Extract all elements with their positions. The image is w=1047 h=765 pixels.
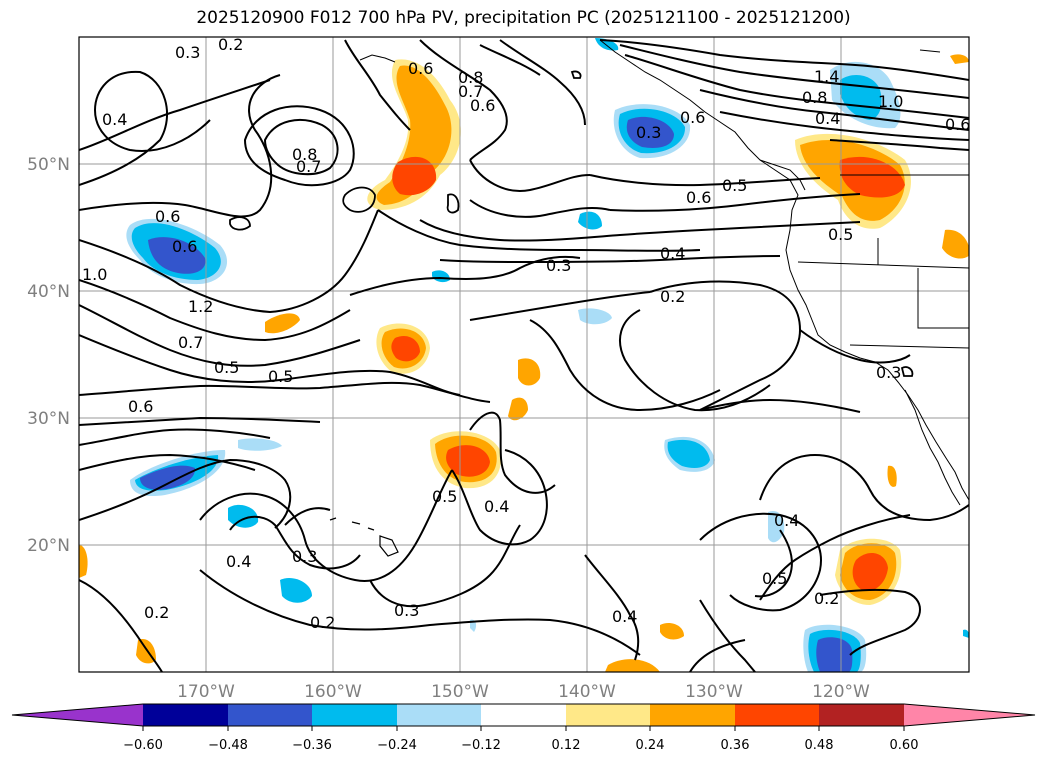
- contour-label: 0.6: [172, 237, 197, 256]
- contour-label: 1.0: [878, 92, 903, 111]
- contour-label: 0.2: [814, 589, 839, 608]
- lon-label-120w: 120°W: [812, 682, 870, 702]
- lat-label-50n: 50°N: [27, 155, 70, 175]
- colorbar-segment: [143, 704, 228, 726]
- contour-label: 0.4: [815, 109, 840, 128]
- contour-label: 1.4: [814, 67, 839, 86]
- contour-label: 0.6: [686, 188, 711, 207]
- colorbar-segment: [228, 704, 312, 726]
- colorbar-tick-label: −0.36: [292, 738, 332, 753]
- colorbar-tick-label: 0.48: [805, 738, 834, 753]
- contour-label: 0.6: [680, 108, 705, 127]
- colorbar-segment: [650, 704, 735, 726]
- contour-label: 0.3: [394, 601, 419, 620]
- contour-label: 0.6: [945, 115, 970, 134]
- contour-label: 0.7: [458, 82, 483, 101]
- colorbar-tick-label: 0.60: [890, 738, 919, 753]
- contour-label: 0.4: [226, 552, 251, 571]
- contour-label: 0.6: [128, 397, 153, 416]
- small-pv-closed-contours: [229, 70, 914, 377]
- contour-label: 0.4: [660, 244, 685, 263]
- map-frame: [78, 36, 970, 673]
- colorbar-segment: [312, 704, 397, 726]
- lon-label-140w: 140°W: [558, 682, 616, 702]
- contour-label: 0.2: [660, 287, 685, 306]
- contour-label: 0.6: [408, 59, 433, 78]
- longitude-labels: 170°W 160°W 150°W 140°W 130°W 120°W: [177, 682, 870, 702]
- colorbar-segment: [397, 704, 481, 726]
- contour-labels: 0.3 0.2 0.6 0.8 0.7 0.6 1.4 0.8 1.0 0.4 …: [82, 35, 970, 632]
- map-title: 2025120900 F012 700 hPa PV, precipitatio…: [196, 8, 851, 28]
- pv-contours: [79, 39, 969, 672]
- contour-label: 1.0: [82, 265, 107, 284]
- coastlines: [359, 39, 969, 506]
- latitude-labels: 50°N 40°N 30°N 20°N: [27, 155, 70, 556]
- colorbar: −0.60 −0.48 −0.36 −0.24 −0.12 0.12 0.24 …: [11, 703, 1036, 753]
- contour-label: 0.5: [722, 176, 747, 195]
- contour-label: 0.5: [214, 358, 239, 377]
- colorbar-segment: [819, 704, 904, 726]
- colorbar-tick-label: −0.48: [208, 738, 248, 753]
- contour-label: 0.8: [292, 145, 317, 164]
- contour-label: 0.6: [470, 96, 495, 115]
- contour-label: 0.2: [144, 603, 169, 622]
- contour-label: 0.4: [484, 497, 509, 516]
- contour-label: 0.5: [762, 569, 787, 588]
- contour-label: 0.5: [432, 487, 457, 506]
- precip-anomaly-shading: [79, 38, 969, 672]
- lat-label-30n: 30°N: [27, 409, 70, 429]
- contour-label: 0.4: [774, 511, 799, 530]
- contour-label: 0.2: [218, 35, 243, 54]
- contour-label: 0.5: [828, 225, 853, 244]
- contour-label: 0.5: [268, 367, 293, 386]
- lon-label-160w: 160°W: [304, 682, 362, 702]
- contour-label: 0.3: [546, 256, 571, 275]
- lat-label-40n: 40°N: [27, 282, 70, 302]
- colorbar-extend-low: [12, 704, 143, 726]
- colorbar-tick-label: −0.24: [377, 738, 417, 753]
- contour-label: 0.3: [175, 43, 200, 62]
- colorbar-segment: [566, 704, 650, 726]
- contour-label: 0.4: [612, 607, 637, 626]
- colorbar-segment: [481, 704, 566, 726]
- contour-label: 0.7: [178, 333, 203, 352]
- contour-label: 0.8: [802, 88, 827, 107]
- contour-label: 0.6: [155, 207, 180, 226]
- contour-label: 0.3: [876, 363, 901, 382]
- colorbar-tick-label: 0.24: [636, 738, 665, 753]
- colorbar-tick-label: 0.36: [721, 738, 750, 753]
- contour-label: 0.3: [292, 547, 317, 566]
- hawaii-islands: [329, 517, 399, 557]
- colorbar-extend-high: [904, 704, 1035, 726]
- colorbar-tick-label: 0.12: [552, 738, 581, 753]
- contour-label: 0.3: [636, 123, 661, 142]
- colorbar-segment: [735, 704, 819, 726]
- lat-label-20n: 20°N: [27, 536, 70, 556]
- colorbar-tick-label: −0.60: [123, 738, 163, 753]
- lon-label-150w: 150°W: [431, 682, 489, 702]
- lon-label-170w: 170°W: [177, 682, 235, 702]
- colorbar-tick-label: −0.12: [461, 738, 501, 753]
- map-plot-area: 0.3 0.2 0.6 0.8 0.7 0.6 1.4 0.8 1.0 0.4 …: [79, 35, 970, 672]
- contour-label: 0.8: [458, 68, 483, 87]
- contour-label: 0.2: [310, 613, 335, 632]
- lon-label-130w: 130°W: [685, 682, 743, 702]
- contour-label: 1.2: [188, 297, 213, 316]
- contour-label: 0.4: [102, 110, 127, 129]
- contour-label: 0.7: [296, 157, 321, 176]
